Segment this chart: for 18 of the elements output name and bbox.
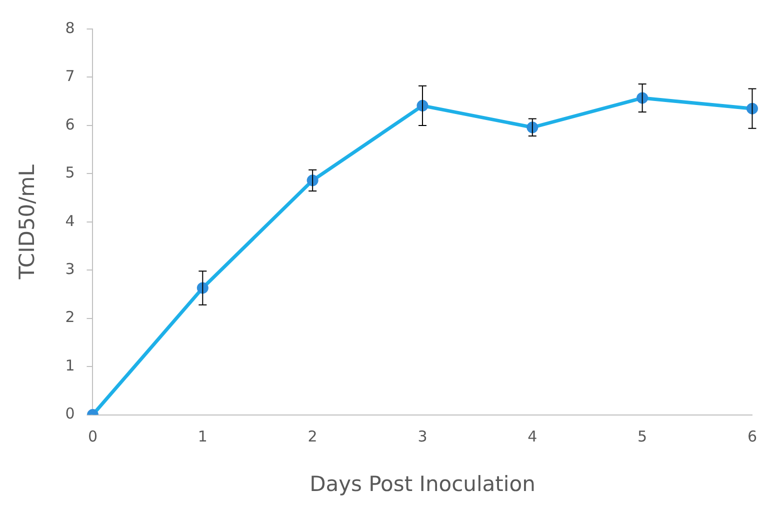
y-tick-label: 8 bbox=[65, 18, 75, 37]
y-axis-title: TCID50/mL bbox=[15, 164, 40, 280]
x-axis-title: Days Post Inoculation bbox=[310, 472, 536, 496]
y-tick-label: 6 bbox=[65, 115, 75, 134]
y-tick-label: 7 bbox=[65, 67, 75, 86]
x-tick-label: 4 bbox=[528, 428, 538, 446]
x-tick-label: 3 bbox=[418, 428, 428, 446]
x-tick-label: 1 bbox=[198, 428, 208, 446]
x-tick-label: 2 bbox=[308, 428, 318, 446]
x-tick-label: 0 bbox=[88, 428, 98, 446]
y-tick-label: 0 bbox=[65, 404, 75, 423]
y-tick-label: 4 bbox=[65, 212, 75, 230]
y-tick-label: 2 bbox=[65, 308, 75, 326]
y-tick-label: 5 bbox=[65, 164, 75, 182]
y-tick-label: 1 bbox=[65, 356, 75, 374]
x-tick-label: 5 bbox=[638, 428, 648, 446]
x-tick-label: 6 bbox=[747, 428, 757, 446]
y-tick-label: 3 bbox=[65, 260, 75, 278]
